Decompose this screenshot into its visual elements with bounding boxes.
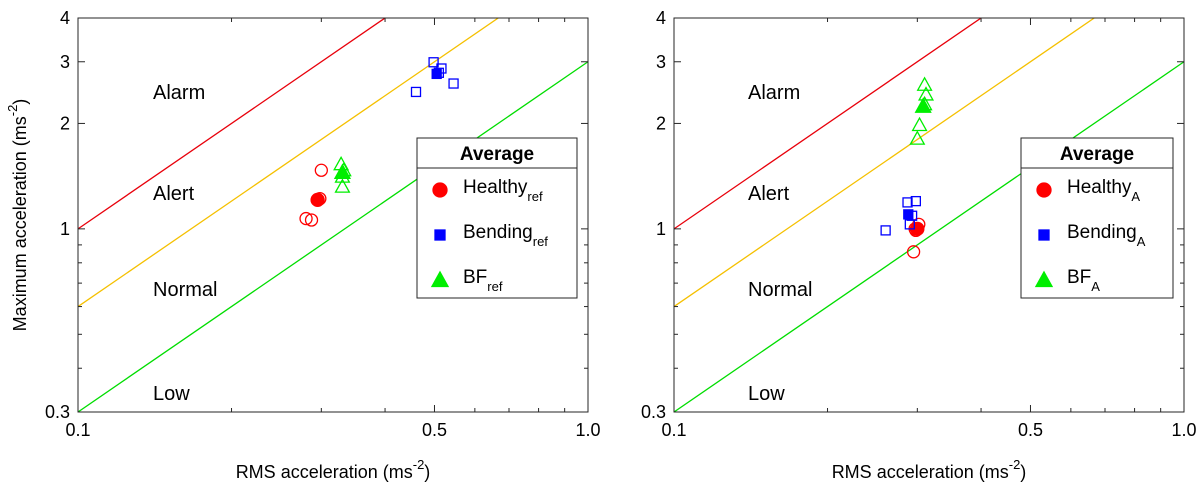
series-circle [906, 217, 926, 259]
x-tick-label: 0.1 [661, 420, 686, 440]
y-tick-label: 1 [60, 219, 70, 239]
threshold-line-2 [674, 18, 1096, 308]
legend-box [1020, 137, 1174, 299]
series-square [880, 195, 922, 236]
average-point [333, 163, 352, 179]
legend-entry-label: BFA [1067, 267, 1100, 294]
y-tick-label: 2 [60, 113, 70, 133]
zone-label-alarm: Alarm [153, 82, 205, 104]
y-tick-label: 4 [60, 8, 70, 28]
y-tick-label: 3 [60, 52, 70, 72]
data-point [904, 219, 915, 230]
x-tick-label: 0.5 [422, 420, 447, 440]
y-tick-label: 4 [656, 8, 666, 28]
x-tick-label: 0.1 [65, 420, 90, 440]
x-axis-label: RMS acceleration (ms-2) [236, 457, 431, 482]
chart-panel-2: Alarm Alert Normal Low 0.1 0.5 1.0 0.3 1 2 3 4 RMS a… [641, 8, 1197, 482]
average-point [310, 192, 325, 208]
y-tick-label: 2 [656, 113, 666, 133]
threshold-line-1 [674, 18, 983, 230]
chart-panel-1: Alarm Alert Normal Low 0.1 0.5 1.0 0.3 1 2 3 4 RMS a… [5, 8, 601, 482]
legend-entry-label: Bendingref [463, 222, 548, 249]
legend: Average Healthyref Bendingref BFref [416, 137, 578, 299]
zone-label-alert: Alert [748, 183, 790, 205]
y-tick-label: 3 [656, 52, 666, 72]
series-square [410, 57, 459, 98]
x-tick-label: 0.5 [1018, 420, 1043, 440]
data-point [911, 116, 928, 132]
legend-entry-label: BendingA [1067, 222, 1146, 249]
threshold-line-3 [78, 61, 588, 412]
series-circle [299, 163, 328, 227]
legend-entry-label: Healthyref [463, 177, 543, 204]
data-point [916, 76, 933, 91]
legend-marker-triangle [430, 270, 450, 288]
y-tick-label: 0.3 [45, 402, 70, 422]
data-point [909, 130, 926, 145]
x-tick-label: 1.0 [575, 420, 600, 440]
x-tick-label: 1.0 [1171, 420, 1196, 440]
legend-marker-square [1038, 229, 1050, 241]
average-point [914, 97, 932, 113]
zone-label-alert: Alert [153, 183, 195, 205]
legend-title: Average [460, 144, 534, 165]
y-axis-label: Maximum acceleration (ms-2) [5, 99, 30, 332]
series-triangle [909, 76, 935, 145]
legend-marker-circle [432, 182, 448, 198]
threshold-line-1 [78, 18, 387, 230]
data-point [906, 245, 921, 259]
legend-entry-label: BFref [463, 267, 503, 294]
legend-marker-triangle [1034, 270, 1054, 288]
legend-marker-circle [1036, 182, 1052, 198]
legend-title: Average [1060, 144, 1134, 165]
zone-label-alarm: Alarm [748, 82, 800, 104]
y-tick-label: 1 [656, 219, 666, 239]
data-point [902, 197, 913, 208]
threshold-line-3 [674, 61, 1184, 412]
zone-label-low: Low [153, 383, 190, 405]
data-point [304, 213, 319, 227]
legend-marker-square [434, 229, 446, 241]
average-point [903, 209, 914, 220]
threshold-line-2 [78, 18, 500, 308]
data-point [910, 195, 922, 207]
data-point [334, 178, 351, 193]
data-point [314, 163, 328, 177]
average-point [431, 68, 442, 80]
data-point [410, 86, 422, 98]
legend-entry-label: HealthyA [1067, 177, 1140, 204]
data-point [299, 211, 313, 226]
legend: Average HealthyA BendingA BFA [1020, 137, 1174, 299]
y-tick-label: 0.3 [641, 402, 666, 422]
plot-frame [673, 17, 1185, 413]
legend-box [416, 137, 578, 299]
zone-label-low: Low [748, 383, 785, 405]
threshold-lines [674, 18, 1184, 412]
data-point [428, 57, 439, 68]
series-triangle [333, 155, 352, 193]
data-point [880, 225, 891, 236]
plot-frame [77, 17, 589, 413]
zone-label-normal: Normal [153, 279, 217, 301]
zone-label-normal: Normal [748, 279, 812, 301]
data-point [448, 78, 459, 89]
x-axis-label: RMS acceleration (ms-2) [832, 457, 1027, 482]
threshold-lines [78, 18, 588, 412]
